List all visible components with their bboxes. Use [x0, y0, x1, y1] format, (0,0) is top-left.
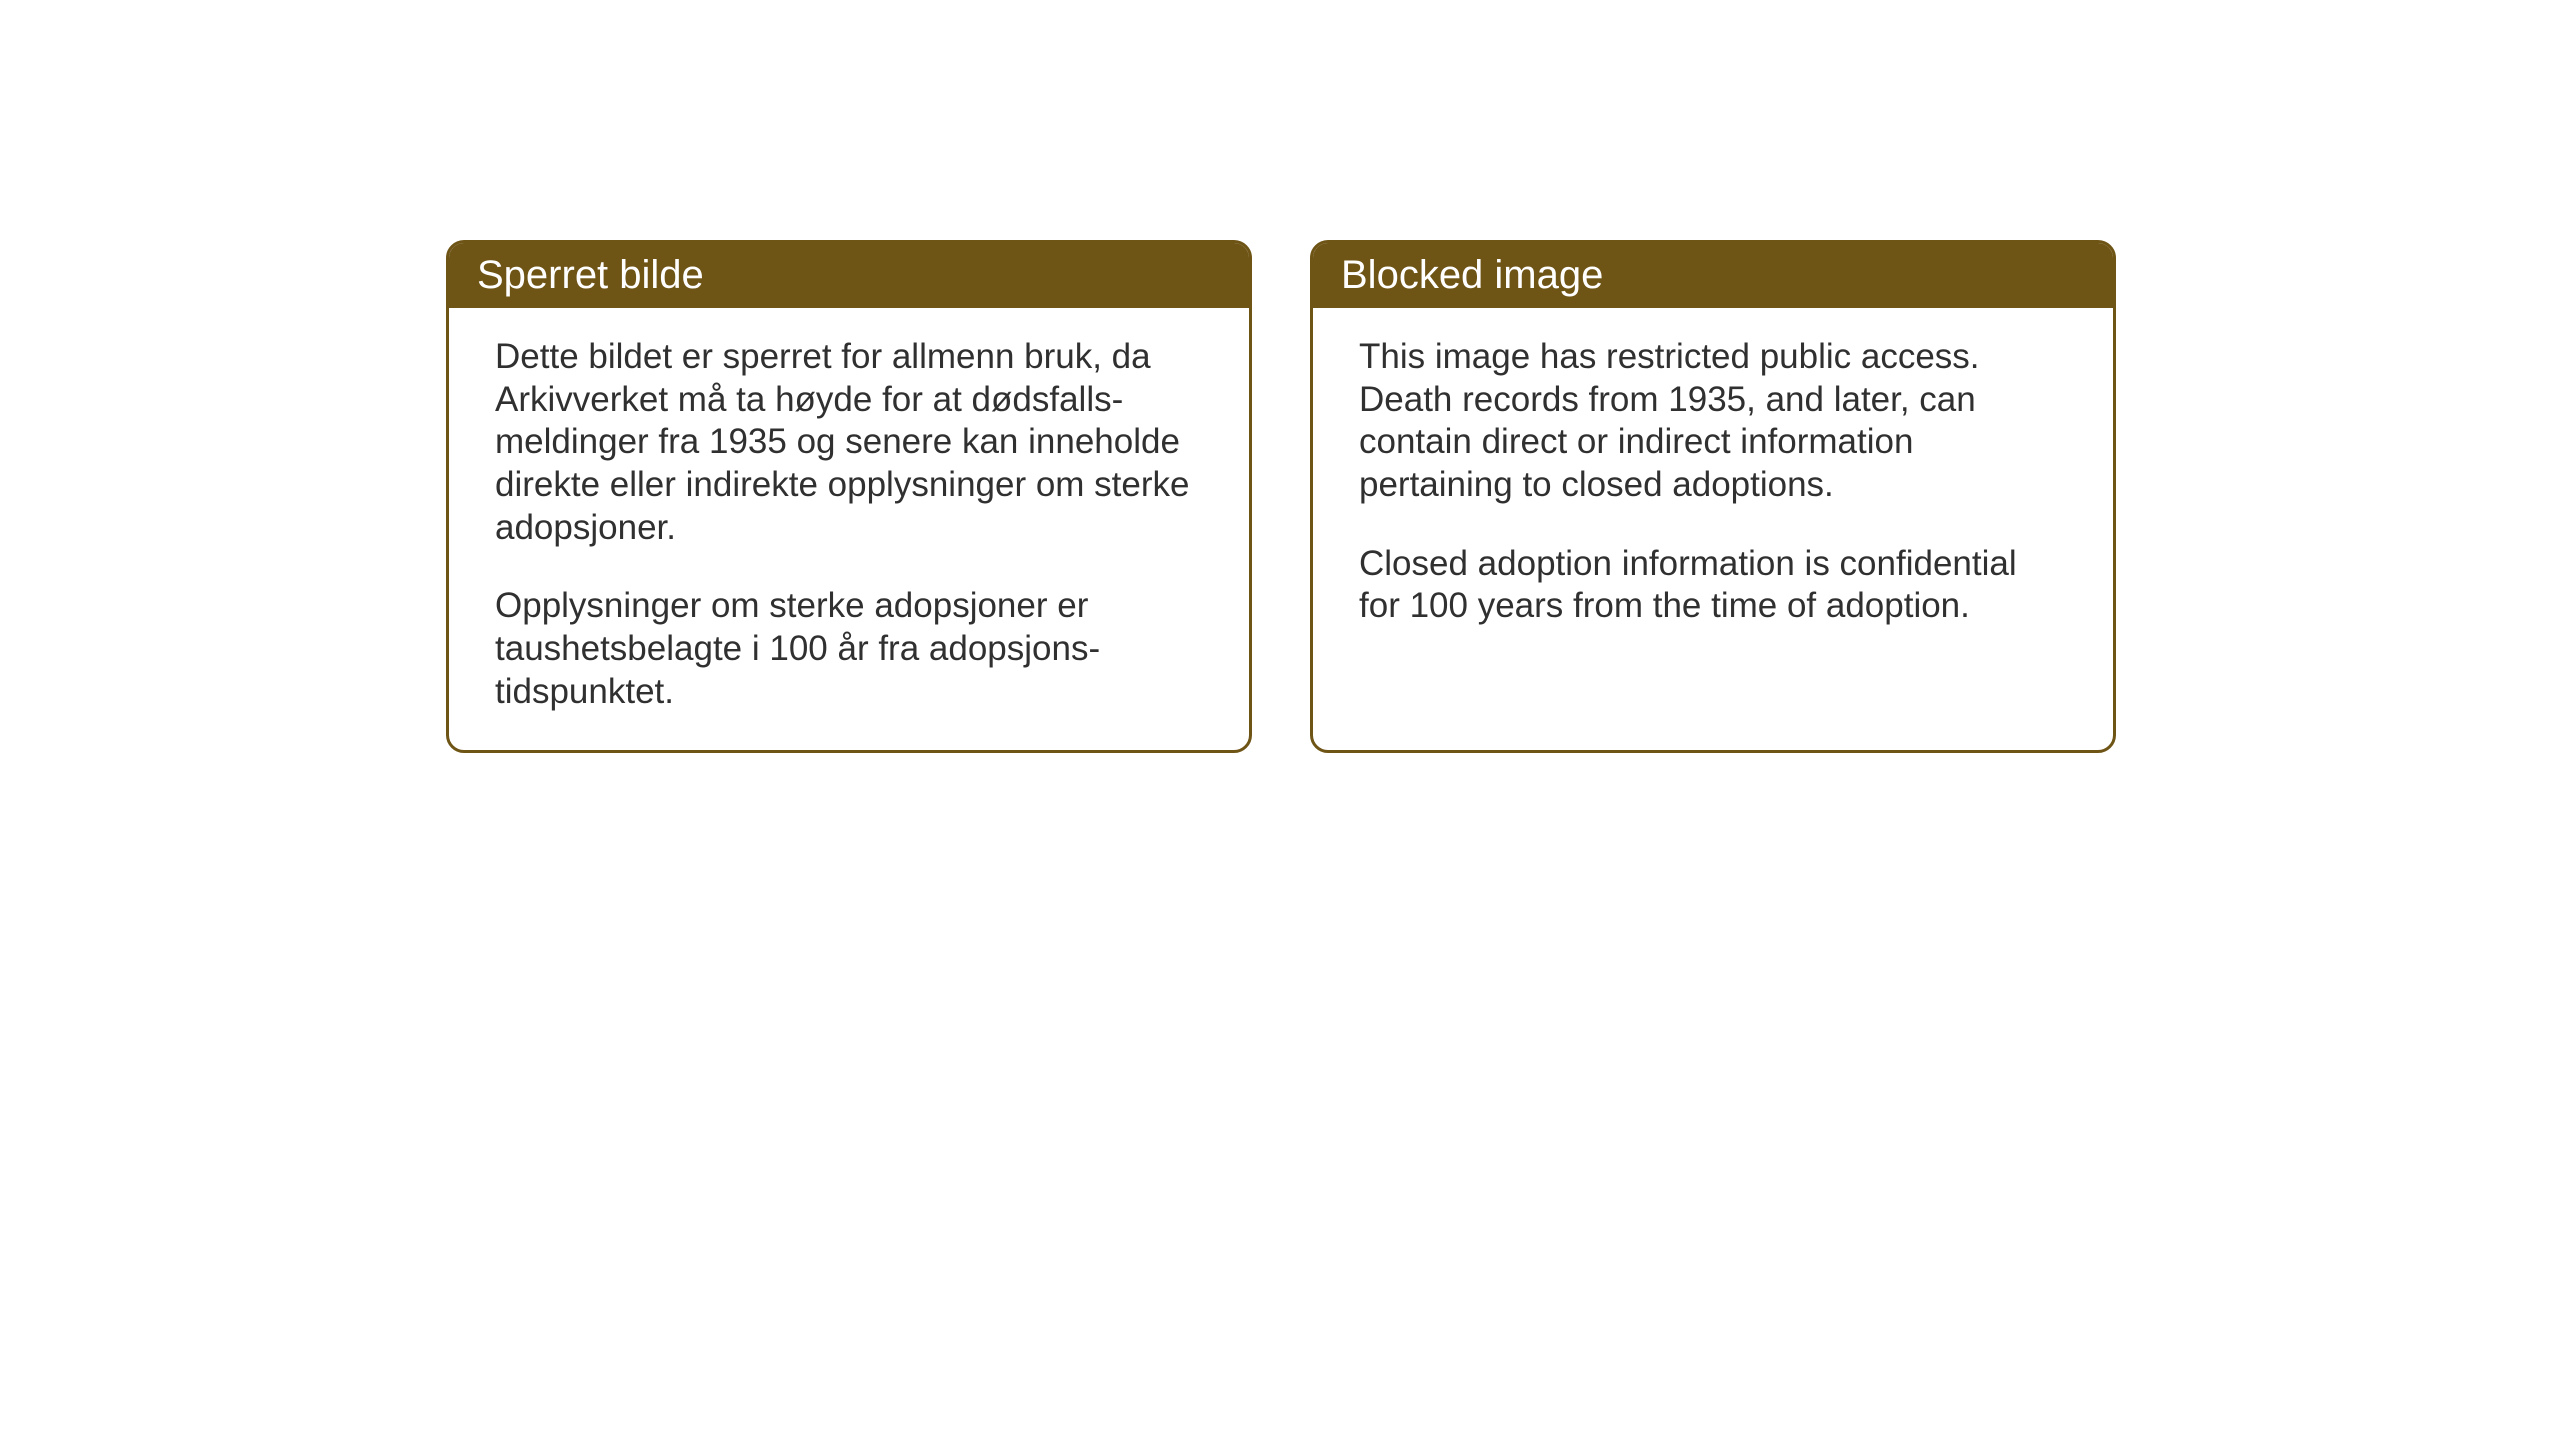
english-card-title: Blocked image: [1313, 243, 2113, 308]
notice-container: Sperret bilde Dette bildet er sperret fo…: [446, 240, 2116, 753]
english-card-body: This image has restricted public access.…: [1313, 308, 2113, 664]
norwegian-card-title: Sperret bilde: [449, 243, 1249, 308]
norwegian-paragraph-2: Opplysninger om sterke adopsjoner er tau…: [495, 585, 1203, 713]
norwegian-paragraph-1: Dette bildet er sperret for allmenn bruk…: [495, 336, 1203, 549]
english-paragraph-2: Closed adoption information is confident…: [1359, 543, 2067, 628]
norwegian-notice-card: Sperret bilde Dette bildet er sperret fo…: [446, 240, 1252, 753]
english-notice-card: Blocked image This image has restricted …: [1310, 240, 2116, 753]
norwegian-card-body: Dette bildet er sperret for allmenn bruk…: [449, 308, 1249, 750]
english-paragraph-1: This image has restricted public access.…: [1359, 336, 2067, 507]
